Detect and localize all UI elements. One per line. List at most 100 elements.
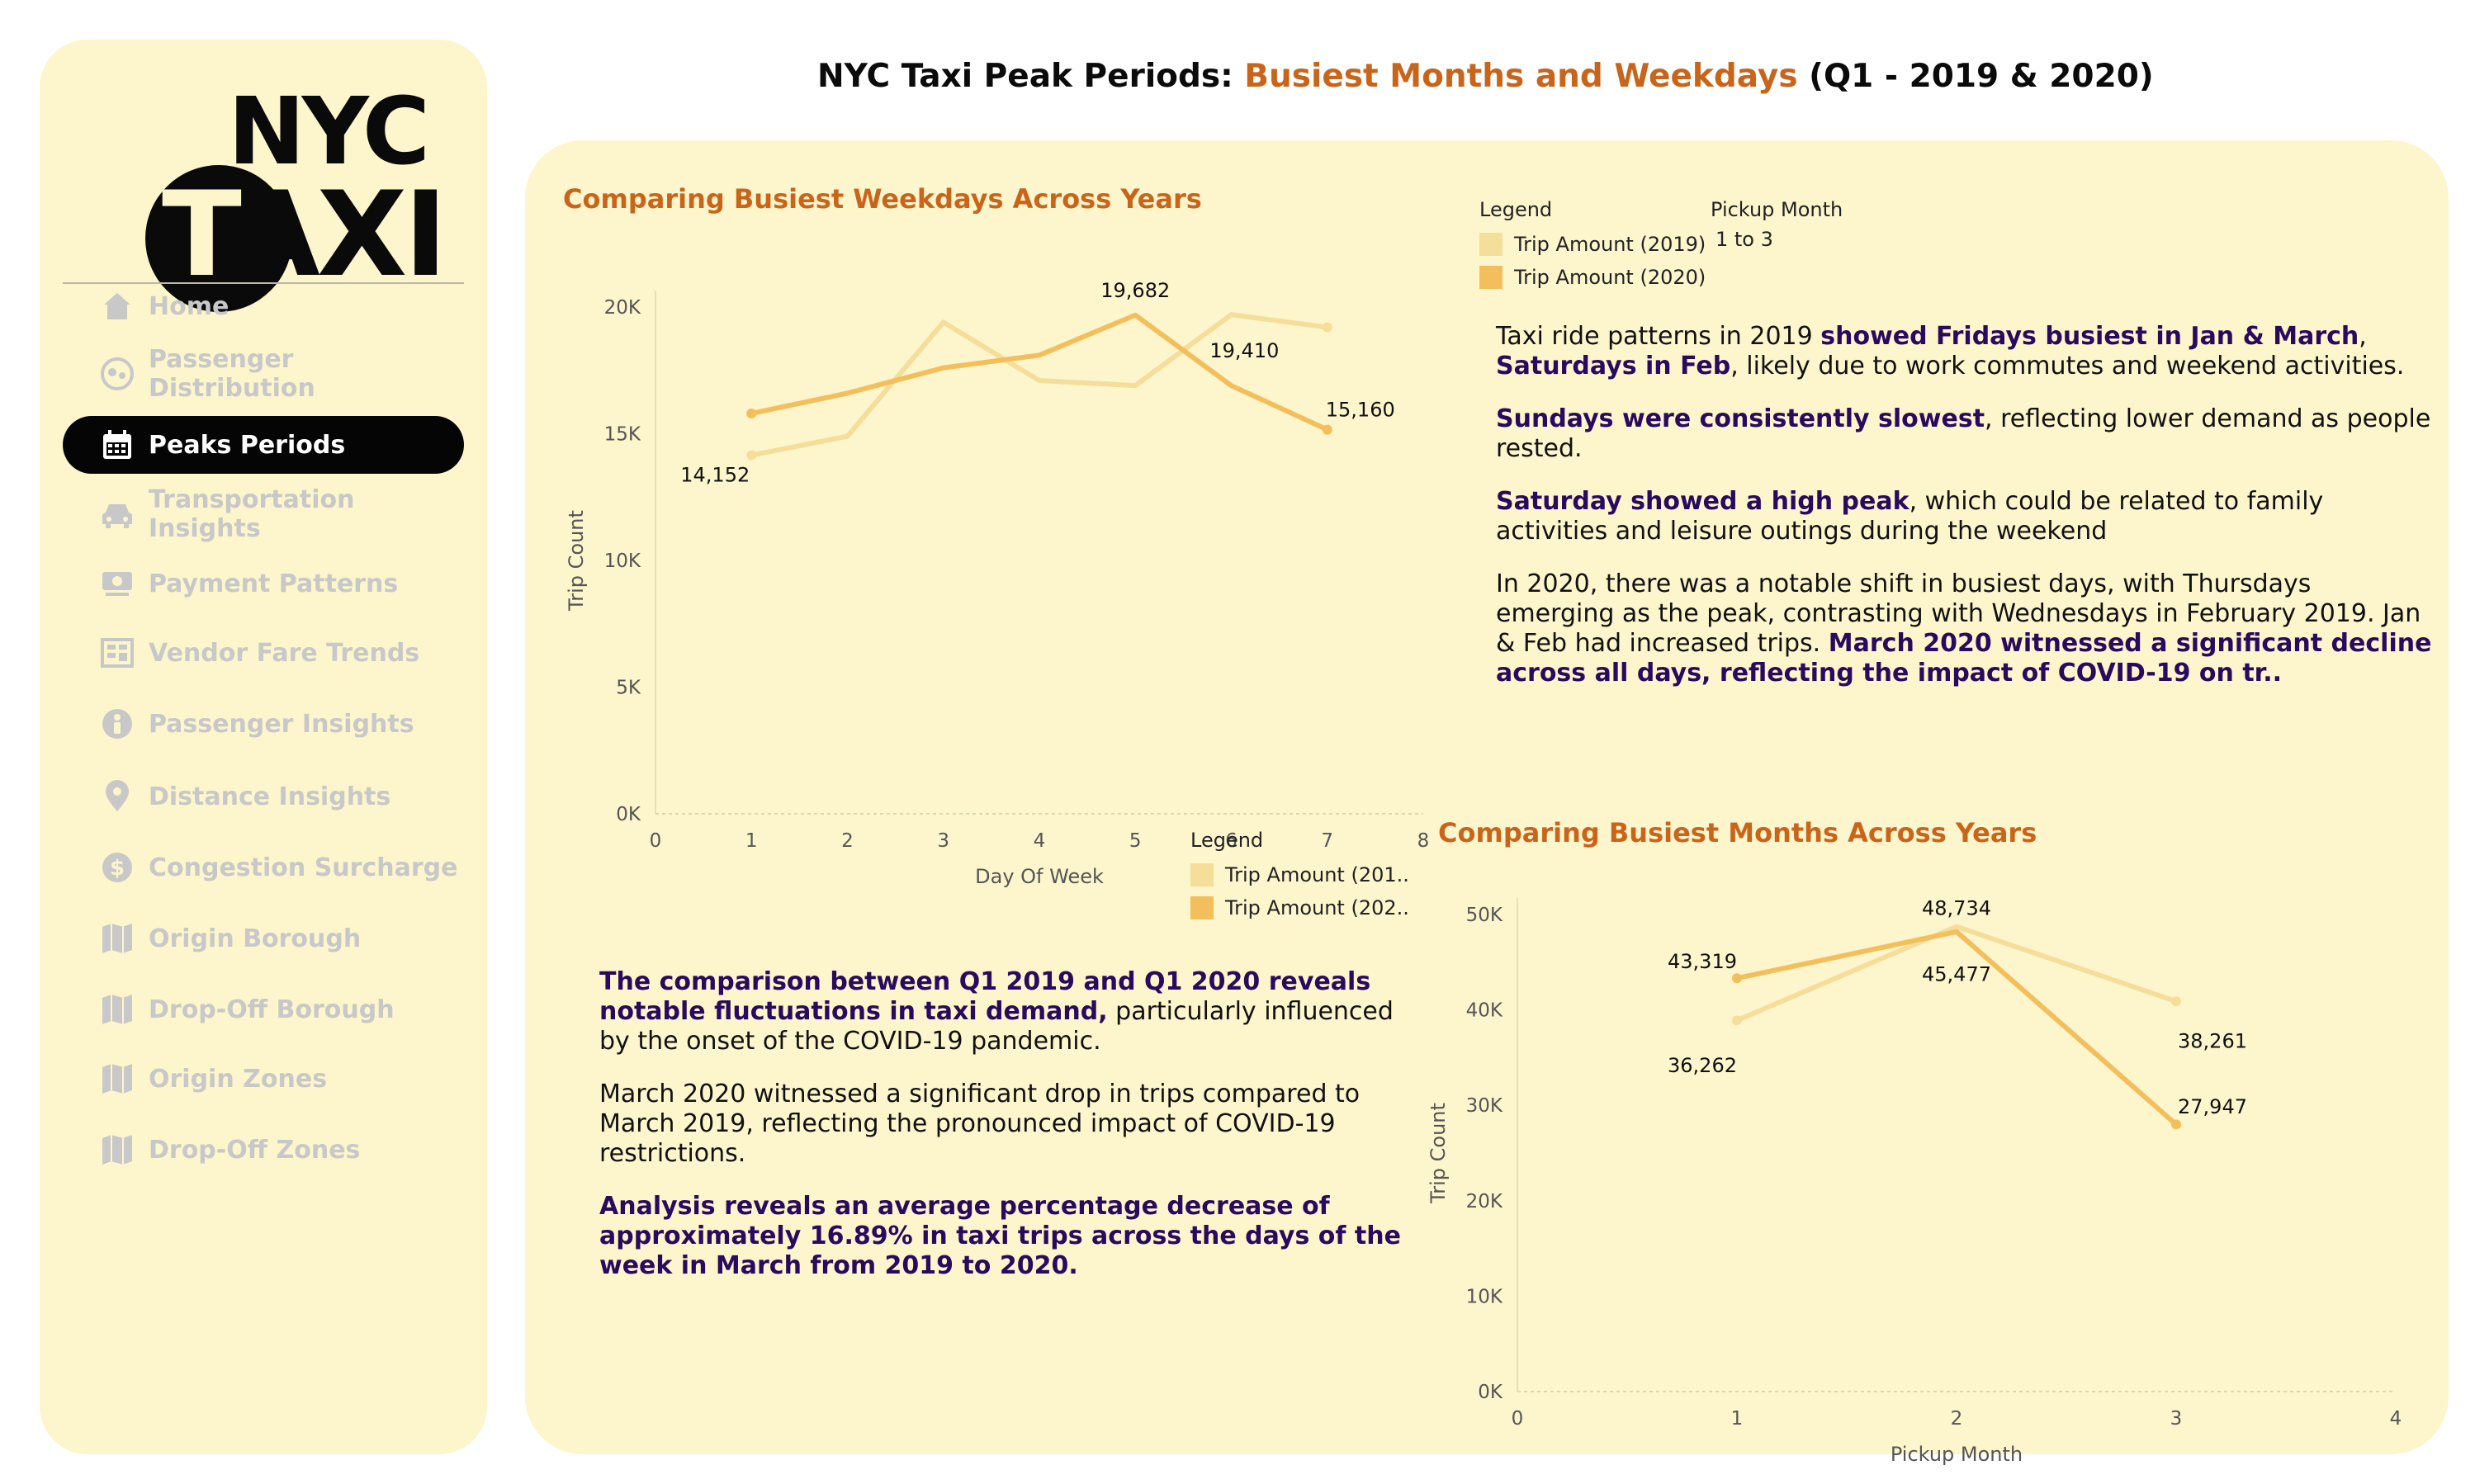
nav-item-transportation-insights[interactable]: Transportation Insights	[63, 485, 464, 543]
series-point-0	[2171, 996, 2181, 1007]
series-point-0	[1322, 322, 1332, 333]
x-tick-label: 5	[1129, 830, 1142, 852]
legend-bottom-swatch-2020	[1190, 896, 1214, 919]
home-icon	[99, 288, 135, 324]
title-suffix: (Q1 - 2019 & 2020)	[1797, 58, 2154, 95]
passenger-info-icon	[99, 706, 135, 742]
nav-label: Drop-Off Borough	[149, 995, 395, 1024]
logo-text-bottom: TAXI	[162, 177, 447, 294]
payment-icon	[99, 565, 135, 602]
insight-emphasis: The comparison between Q1 2019 and Q1 20…	[599, 967, 1371, 1026]
nav-label: Transportation Insights	[149, 485, 355, 543]
x-tick-label: 2	[1951, 1408, 1963, 1430]
nav-label: Home	[149, 291, 230, 321]
nav-item-vendor-fare-trends[interactable]: Vendor Fare Trends	[63, 624, 464, 682]
legend-top-label-2020: Trip Amount (2020)	[1514, 266, 1706, 289]
dollar-icon: $	[99, 849, 135, 886]
nav-label: Peaks Periods	[149, 430, 346, 460]
title-prefix: NYC Taxi Peak Periods:	[817, 58, 1245, 95]
series-line-0	[1734, 924, 2179, 1023]
nav-label: Congestion Surcharge	[149, 853, 458, 882]
insight-text: ,	[2359, 322, 2367, 351]
nav-item-origin-borough[interactable]: Origin Borough	[63, 910, 464, 967]
nav-item-passenger-distribution[interactable]: Passenger Distribution	[63, 345, 464, 403]
y-tick-label: 50K	[1466, 905, 1503, 926]
insight-text: March 2020 witnessed a significant drop …	[599, 1080, 1361, 1168]
x-tick-label: 4	[2390, 1408, 2402, 1430]
weekday-chart: 0K 5K 10K 15K 20K 0 1 2 3 4 5 6 7 8 Day Of Week Trip Co…	[565, 279, 1430, 888]
nav-item-origin-zones[interactable]: Origin Zones	[63, 1050, 464, 1108]
svg-text:$: $	[110, 856, 125, 881]
insight-text: , likely due to work commutes and weeken…	[1730, 352, 2405, 380]
insight-paragraph: March 2020 witnessed a significant drop …	[599, 1080, 1425, 1169]
y-axis-label: Trip Count	[565, 510, 588, 612]
logo-text-top: NYC	[228, 78, 430, 186]
sidebar-divider	[63, 282, 464, 284]
series-line-1	[1734, 929, 2179, 1127]
legend-top-item-2020[interactable]: Trip Amount (2020)	[1479, 261, 1706, 294]
legend-bottom-item-2019[interactable]: Trip Amount (201..	[1190, 858, 1409, 891]
nav-item-drop-off-borough[interactable]: Drop-Off Borough	[63, 981, 464, 1038]
series-point-1	[1732, 973, 1742, 984]
nav-item-payment-patterns[interactable]: Payment Patterns	[63, 555, 464, 612]
x-axis-label: Pickup Month	[1891, 1443, 2023, 1466]
vendor-icon	[99, 635, 135, 671]
y-tick-label: 20K	[604, 297, 641, 319]
insight-emphasis: Saturdays in Feb	[1496, 352, 1731, 380]
y-tick-label: 30K	[1466, 1095, 1503, 1117]
series-point-1	[1322, 424, 1332, 435]
nav-item-drop-off-zones[interactable]: Drop-Off Zones	[63, 1121, 464, 1179]
main-panel: Comparing Busiest Weekdays Across Years …	[525, 140, 2449, 1466]
x-axis-label: Day Of Week	[975, 865, 1104, 888]
x-tick-label: 1	[1731, 1408, 1744, 1430]
data-label: 38,261	[2178, 1030, 2247, 1053]
pickup-month-filter[interactable]: Pickup Month 1 to 3	[1711, 198, 1843, 251]
nav-item-home[interactable]: Home	[63, 277, 464, 335]
legend-bottom-label-2020: Trip Amount (202..	[1225, 896, 1409, 919]
data-label: 27,947	[2178, 1095, 2247, 1118]
nav-item-passenger-insights[interactable]: Passenger Insights	[63, 695, 464, 753]
nav-label: Origin Borough	[149, 924, 362, 953]
series-point-0	[1732, 1015, 1742, 1026]
y-tick-label: 0K	[1478, 1382, 1503, 1403]
insight-bottom: The comparison between Q1 2019 and Q1 20…	[599, 967, 1425, 1304]
insight-emphasis: Sundays were consistently slowest	[1496, 404, 1985, 433]
car-icon	[99, 496, 135, 532]
passenger-distribution-icon	[99, 356, 135, 392]
legend-bottom-item-2020[interactable]: Trip Amount (202..	[1190, 891, 1409, 924]
nav-item-peaks-periods[interactable]: Peaks Periods	[63, 416, 464, 474]
data-label: 48,734	[1922, 897, 1991, 920]
data-label: 36,262	[1668, 1054, 1737, 1077]
x-tick-label: 8	[1417, 830, 1430, 852]
nav-item-congestion-surcharge[interactable]: $ Congestion Surcharge	[63, 839, 464, 896]
insight-text: particularly influenced by the onset of …	[599, 997, 1394, 1056]
insight-paragraph: In 2020, there was a notable shift in bu…	[1496, 569, 2437, 688]
y-tick-label: 10K	[1466, 1286, 1503, 1307]
y-tick-label: 40K	[1466, 1000, 1503, 1022]
y-tick-label: 10K	[604, 551, 641, 572]
sidebar: NYC TAXI Home Passenger Distribution Peaks…	[40, 40, 487, 1454]
y-tick-label: 20K	[1466, 1191, 1503, 1212]
weekday-chart-title: Comparing Busiest Weekdays Across Years	[563, 183, 1202, 215]
insight-top: Taxi ride patterns in 2019 showed Friday…	[1496, 322, 2437, 711]
x-tick-label: 2	[841, 830, 854, 852]
x-tick-label: 0	[650, 830, 662, 852]
data-label: 19,682	[1100, 279, 1170, 302]
map-icon	[99, 1061, 135, 1097]
legend-bottom-label-2019: Trip Amount (201..	[1225, 863, 1409, 886]
x-tick-label: 3	[2170, 1408, 2183, 1430]
calendar-icon	[99, 427, 135, 463]
insight-paragraph: Sundays were consistently slowest, refle…	[1496, 404, 2437, 464]
insight-text: In 2020, there was a notable shift in bu…	[1496, 569, 2421, 658]
month-chart-title: Comparing Busiest Months Across Years	[1438, 817, 2037, 848]
legend-top-item-2019[interactable]: Trip Amount (2019)	[1479, 228, 1706, 261]
insight-text: , which could be related to family activ…	[1496, 487, 2324, 546]
series-point-1	[746, 408, 757, 418]
series-point-0	[746, 450, 757, 461]
insight-emphasis: Analysis reveals an average percentage d…	[599, 1192, 1401, 1280]
nav-item-distance-insights[interactable]: Distance Insights	[63, 768, 464, 825]
nav-label: Vendor Fare Trends	[149, 638, 420, 668]
nav-label: Passenger Distribution	[149, 345, 315, 403]
insight-text: Taxi ride patterns in 2019	[1496, 322, 1821, 351]
y-tick-label: 5K	[616, 678, 641, 699]
